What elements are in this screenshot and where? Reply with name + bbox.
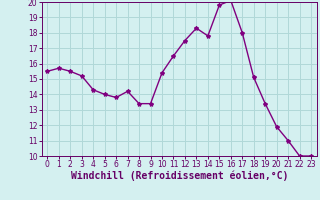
X-axis label: Windchill (Refroidissement éolien,°C): Windchill (Refroidissement éolien,°C) (70, 171, 288, 181)
